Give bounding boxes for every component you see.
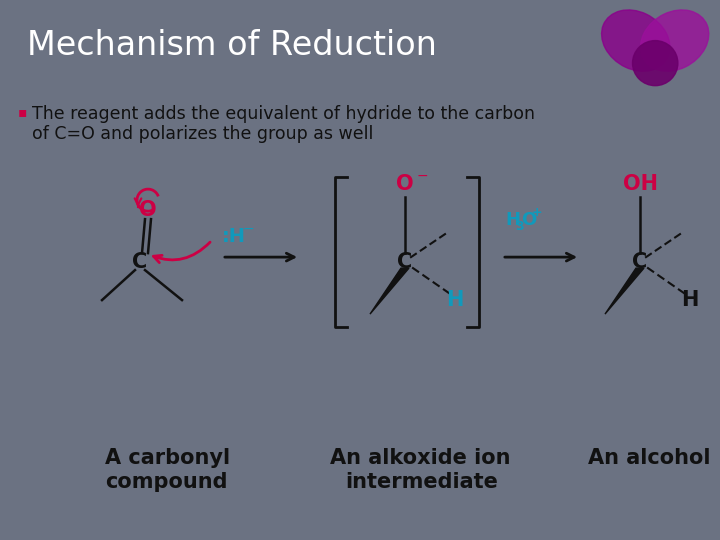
Text: An alkoxide ion: An alkoxide ion — [330, 448, 510, 468]
Ellipse shape — [633, 40, 678, 86]
Text: C: C — [397, 252, 413, 272]
Polygon shape — [605, 268, 644, 314]
Text: An alcohol: An alcohol — [588, 448, 711, 468]
Text: C: C — [632, 252, 647, 272]
Text: A carbonyl: A carbonyl — [105, 448, 230, 468]
Text: C: C — [132, 252, 148, 272]
Text: O: O — [521, 211, 536, 229]
Text: −: − — [417, 169, 428, 183]
Text: O: O — [396, 174, 414, 194]
Text: :H: :H — [222, 227, 246, 246]
Text: +: + — [532, 206, 543, 219]
Text: ▪: ▪ — [18, 105, 27, 119]
Text: −: − — [243, 222, 255, 236]
Text: compound: compound — [105, 472, 228, 492]
Text: The reagent adds the equivalent of hydride to the carbon: The reagent adds the equivalent of hydri… — [32, 105, 535, 123]
Ellipse shape — [602, 10, 670, 71]
Text: H: H — [446, 290, 464, 310]
Text: 3: 3 — [515, 220, 523, 233]
Text: H: H — [505, 211, 520, 229]
Text: H: H — [681, 290, 698, 310]
Text: Mechanism of Reduction: Mechanism of Reduction — [27, 29, 436, 62]
Text: of C=O and polarizes the group as well: of C=O and polarizes the group as well — [32, 125, 374, 143]
Text: OH: OH — [623, 174, 657, 194]
Polygon shape — [370, 268, 409, 314]
Ellipse shape — [641, 10, 708, 71]
Text: intermediate: intermediate — [345, 472, 498, 492]
Text: O: O — [139, 200, 157, 220]
